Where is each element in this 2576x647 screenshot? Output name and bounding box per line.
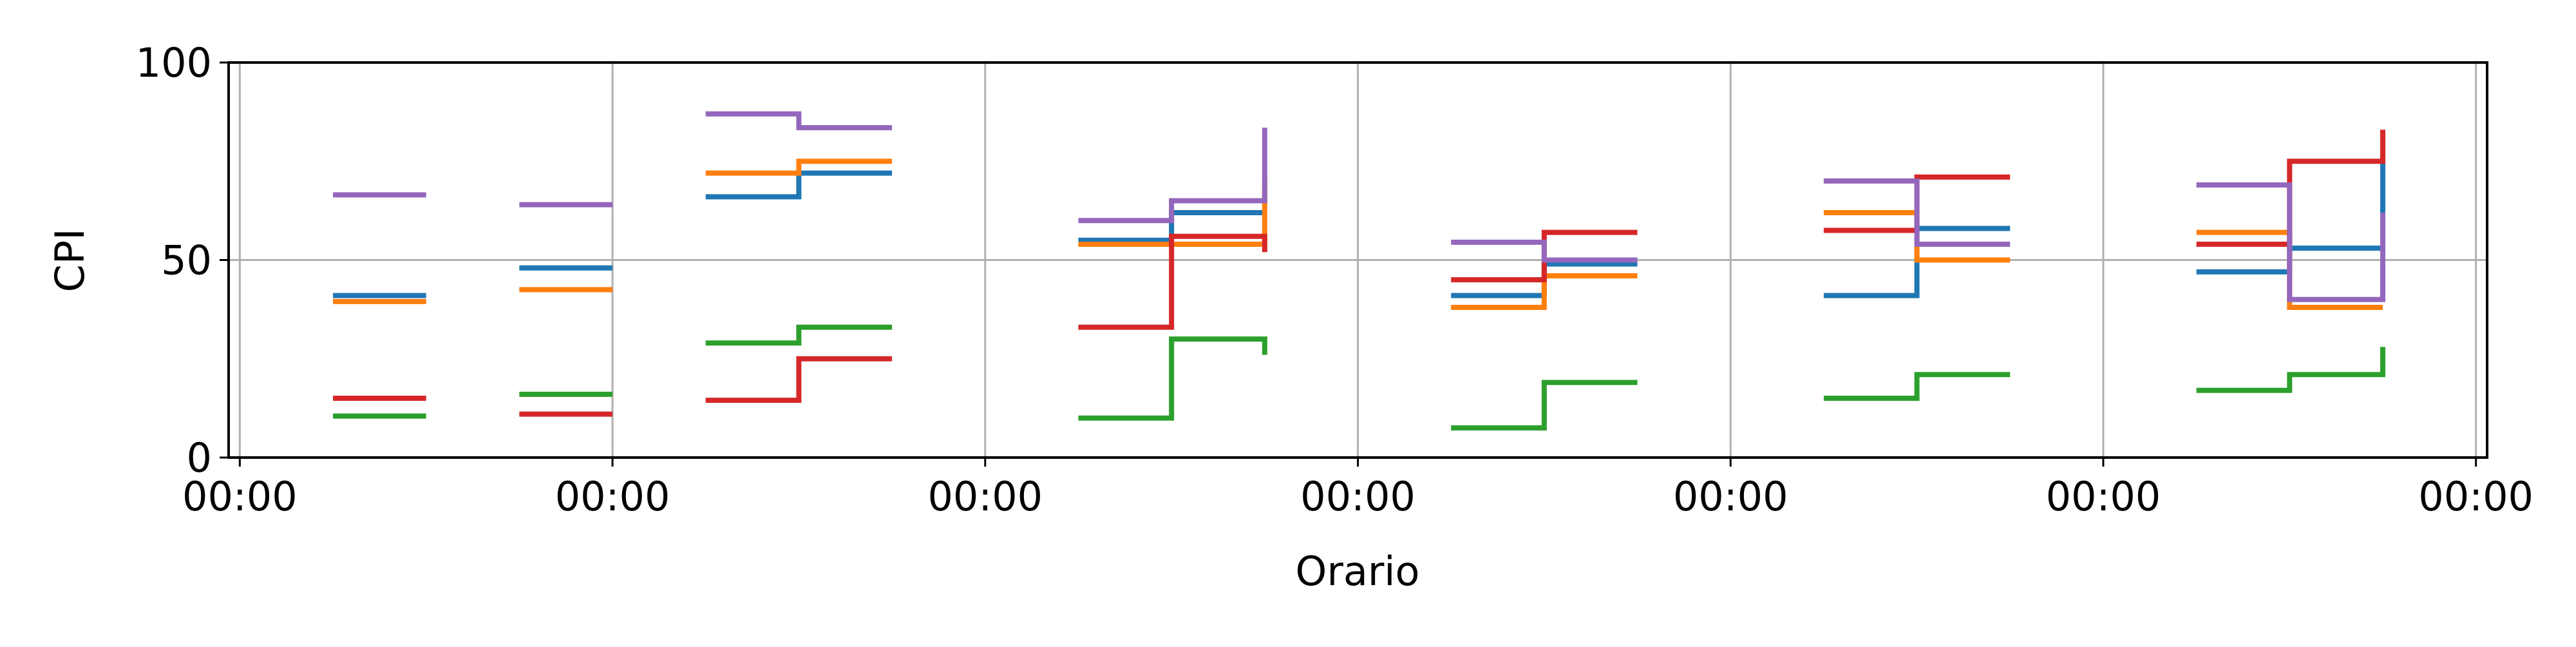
step-line: [1823, 178, 2011, 247]
x-tick-label: 00:00: [1300, 473, 1416, 520]
y-tick-label: 50: [161, 237, 212, 284]
x-tick-label: 00:00: [1673, 473, 1788, 520]
step-line: [1451, 239, 1638, 263]
step-line: [1078, 336, 1267, 421]
step-line: [1078, 233, 1267, 330]
y-axis: 0 50 100: [136, 39, 229, 481]
step-line: [1078, 128, 1267, 224]
step-line: [705, 356, 893, 403]
step-line: [1823, 372, 2011, 401]
x-axis-label: Orario: [1296, 548, 1420, 595]
x-tick-label: 00:00: [927, 473, 1043, 520]
step-line: [1078, 209, 1265, 243]
step-line: [2196, 347, 2385, 393]
x-tick-label: 00:00: [555, 473, 670, 520]
x-tick-label: 00:00: [182, 473, 298, 520]
series-3: [333, 324, 2385, 431]
step-line: [2196, 182, 2385, 302]
series-5: [333, 111, 2385, 302]
step-line: [1451, 273, 1638, 311]
step-line: [705, 170, 893, 200]
step-line: [1451, 380, 1638, 431]
step-line: [705, 324, 893, 346]
x-axis: 00:00 00:00 00:00 00:00 00:00 00:00 00:00: [182, 458, 2533, 520]
step-line: [705, 159, 893, 176]
step-line: [705, 111, 893, 131]
series-layer: [333, 111, 2385, 431]
y-tick-label: 0: [187, 434, 212, 481]
x-tick-label: 00:00: [2418, 473, 2533, 520]
y-axis-label: CPI: [46, 229, 93, 293]
grid-layer: [229, 61, 2487, 459]
y-tick-label: 100: [136, 39, 212, 86]
step-line: [1078, 180, 1267, 247]
step-line: [2196, 130, 2385, 247]
x-tick-label: 00:00: [2046, 473, 2161, 520]
